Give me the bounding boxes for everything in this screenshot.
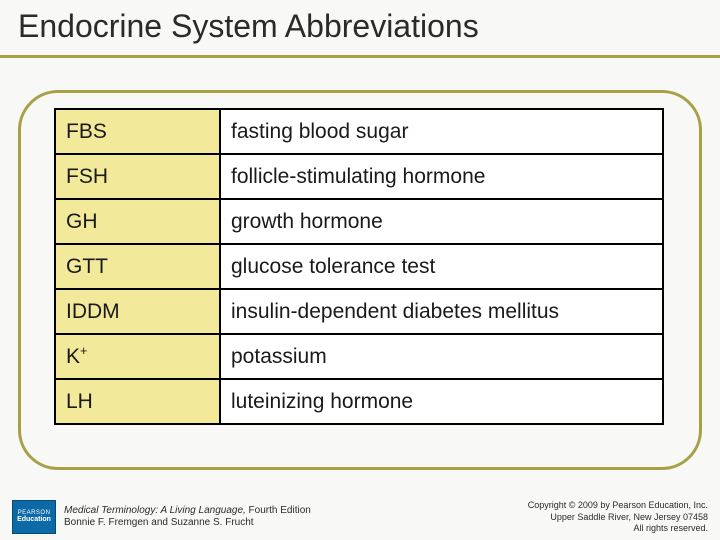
abbr-cell: FSH — [55, 154, 220, 199]
page-title: Endocrine System Abbreviations — [18, 8, 702, 45]
abbr-text: K — [66, 345, 80, 368]
table-row: FBS fasting blood sugar — [55, 109, 663, 154]
abbreviations-table: FBS fasting blood sugar FSH follicle-sti… — [54, 108, 664, 425]
abbr-cell: GTT — [55, 244, 220, 289]
logo-line2: Education — [17, 516, 51, 524]
table-row: GH growth hormone — [55, 199, 663, 244]
authors: Bonnie F. Fremgen and Suzanne S. Frucht — [64, 517, 311, 529]
attribution: Medical Terminology: A Living Language, … — [64, 505, 311, 529]
edition: Fourth Edition — [246, 505, 311, 516]
abbr-cell: IDDM — [55, 289, 220, 334]
copyright-line: Copyright © 2009 by Pearson Education, I… — [528, 500, 708, 511]
title-bar: Endocrine System Abbreviations — [0, 0, 720, 58]
abbr-sup: + — [80, 344, 87, 358]
book-title: Medical Terminology: A Living Language, — [64, 505, 246, 516]
def-cell: growth hormone — [220, 199, 663, 244]
table-row: IDDM insulin-dependent diabetes mellitus — [55, 289, 663, 334]
copyright-block: Copyright © 2009 by Pearson Education, I… — [528, 500, 708, 534]
def-cell: luteinizing hormone — [220, 379, 663, 424]
def-cell: glucose tolerance test — [220, 244, 663, 289]
table-row: FSH follicle-stimulating hormone — [55, 154, 663, 199]
def-cell: fasting blood sugar — [220, 109, 663, 154]
def-cell: follicle-stimulating hormone — [220, 154, 663, 199]
def-cell: insulin-dependent diabetes mellitus — [220, 289, 663, 334]
abbr-cell: GH — [55, 199, 220, 244]
table-row: LH luteinizing hormone — [55, 379, 663, 424]
logo-line1: PEARSON — [18, 510, 51, 517]
def-cell: potassium — [220, 334, 663, 379]
footer-left: PEARSON Education Medical Terminology: A… — [12, 500, 311, 534]
table-row: GTT glucose tolerance test — [55, 244, 663, 289]
pearson-logo: PEARSON Education — [12, 500, 56, 534]
table-row: K+ potassium — [55, 334, 663, 379]
abbr-cell: FBS — [55, 109, 220, 154]
book-line: Medical Terminology: A Living Language, … — [64, 505, 311, 517]
slide-footer: PEARSON Education Medical Terminology: A… — [0, 500, 720, 534]
copyright-line: Upper Saddle River, New Jersey 07458 — [528, 512, 708, 523]
abbr-cell: LH — [55, 379, 220, 424]
content-area: FBS fasting blood sugar FSH follicle-sti… — [54, 108, 664, 425]
abbr-cell: K+ — [55, 334, 220, 379]
copyright-line: All rights reserved. — [528, 523, 708, 534]
